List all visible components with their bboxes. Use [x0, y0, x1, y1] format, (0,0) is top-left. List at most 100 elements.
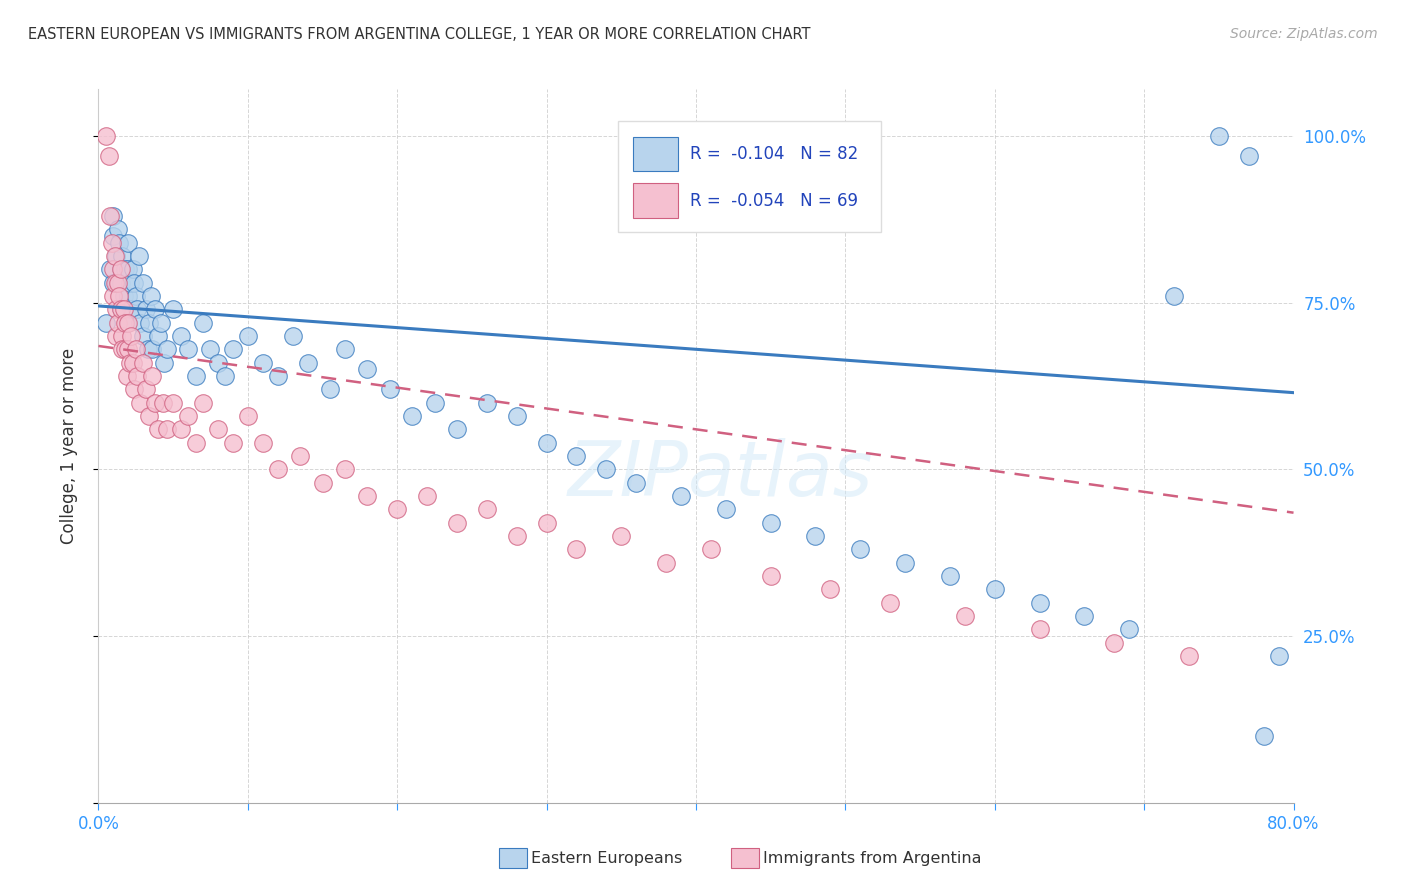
Point [156, 343, 179, 357]
Point [150, 316, 173, 330]
Point [446, 422, 468, 436]
Point [120, 329, 142, 343]
Point [222, 435, 245, 450]
Point [100, 209, 122, 223]
Point [565, 542, 588, 557]
Point [1178, 649, 1201, 664]
Text: R =  -0.054   N = 69: R = -0.054 N = 69 [690, 192, 858, 210]
Text: Immigrants from Argentina: Immigrants from Argentina [763, 851, 981, 865]
Point [169, 422, 191, 436]
Text: R =  -0.104   N = 82: R = -0.104 N = 82 [690, 145, 858, 163]
Point [97, 149, 120, 163]
Point [626, 475, 648, 490]
Point [894, 556, 917, 570]
Point [297, 356, 319, 370]
Point [423, 395, 446, 409]
Point [117, 235, 139, 250]
Point [114, 343, 136, 357]
Point [125, 343, 148, 357]
Point [148, 329, 170, 343]
Point [104, 276, 127, 290]
FancyBboxPatch shape [633, 184, 678, 218]
Point [1208, 128, 1230, 143]
Point [156, 422, 179, 436]
Point [446, 516, 468, 530]
Point [118, 356, 141, 370]
Point [236, 409, 259, 423]
Point [595, 462, 617, 476]
Point [136, 343, 159, 357]
Point [110, 262, 132, 277]
Point [111, 329, 134, 343]
Point [143, 302, 166, 317]
Point [132, 356, 155, 370]
Point [759, 516, 782, 530]
Point [714, 502, 737, 516]
Point [506, 529, 529, 543]
FancyBboxPatch shape [619, 121, 882, 232]
Point [700, 542, 723, 557]
Point [118, 276, 141, 290]
Point [169, 329, 191, 343]
Point [108, 235, 131, 250]
Point [108, 289, 131, 303]
Point [107, 316, 129, 330]
Point [111, 249, 134, 263]
Point [127, 368, 149, 383]
Point [506, 409, 529, 423]
Point [252, 435, 274, 450]
Point [104, 249, 127, 263]
Point [125, 289, 148, 303]
Point [184, 435, 207, 450]
Point [124, 382, 146, 396]
Point [107, 222, 129, 236]
Point [103, 289, 125, 303]
FancyBboxPatch shape [633, 137, 678, 171]
Point [1253, 729, 1275, 743]
Point [222, 343, 245, 357]
Point [311, 475, 333, 490]
Point [207, 422, 229, 436]
Point [127, 302, 149, 317]
Point [138, 316, 160, 330]
Point [110, 302, 132, 317]
Point [953, 609, 976, 624]
Point [148, 422, 170, 436]
Point [759, 569, 782, 583]
Point [117, 262, 139, 277]
Point [288, 449, 311, 463]
Point [879, 596, 901, 610]
Point [141, 343, 163, 357]
Y-axis label: College, 1 year or more: College, 1 year or more [59, 348, 77, 544]
Point [191, 395, 214, 409]
Point [141, 368, 163, 383]
Point [105, 329, 128, 343]
Point [152, 395, 174, 409]
Point [110, 262, 132, 277]
Point [333, 462, 356, 476]
Point [184, 368, 207, 383]
Point [207, 356, 229, 370]
Point [110, 276, 132, 290]
Point [129, 316, 152, 330]
Text: Eastern Europeans: Eastern Europeans [531, 851, 683, 865]
Point [135, 302, 157, 317]
Point [103, 209, 125, 223]
Point [111, 343, 134, 357]
Point [115, 368, 138, 383]
Point [100, 262, 122, 277]
Point [153, 356, 176, 370]
Point [117, 316, 139, 330]
Text: ZIPatlas: ZIPatlas [567, 438, 873, 511]
Point [138, 409, 160, 423]
Point [105, 249, 128, 263]
Point [121, 262, 143, 277]
Point [236, 329, 259, 343]
Point [103, 228, 125, 243]
Text: Source: ZipAtlas.com: Source: ZipAtlas.com [1230, 27, 1378, 41]
Point [416, 489, 439, 503]
Point [117, 289, 139, 303]
Point [475, 502, 498, 516]
Point [669, 489, 692, 503]
Point [112, 302, 135, 317]
